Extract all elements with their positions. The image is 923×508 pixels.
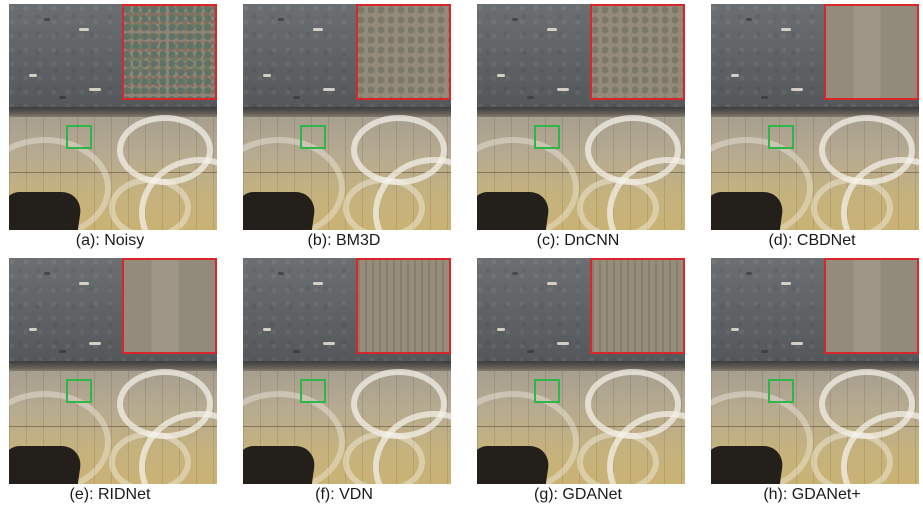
denoised-image — [477, 258, 685, 484]
wall-region — [243, 115, 451, 230]
zoom-inset — [122, 258, 217, 354]
panel-caption: (c): DnCNN — [536, 232, 620, 249]
wall-region — [243, 369, 451, 484]
denoised-image — [9, 258, 217, 484]
wall-region — [477, 369, 685, 484]
denoised-image — [711, 258, 919, 484]
wall-region — [477, 115, 685, 230]
denoised-image — [477, 4, 685, 230]
curb — [711, 361, 919, 371]
panel-caption: (g): GDANet — [533, 486, 622, 503]
panel-caption: (b): BM3D — [307, 232, 381, 249]
panel: (a): Noisy — [0, 0, 220, 250]
panel: (d): CBDNet — [702, 0, 922, 250]
zoom-inset — [356, 4, 451, 100]
panel: (f): VDN — [234, 254, 454, 504]
panel: (b): BM3D — [234, 0, 454, 250]
denoised-image — [243, 4, 451, 230]
roi-box — [534, 379, 560, 403]
curb — [9, 107, 217, 117]
curb — [9, 361, 217, 371]
roi-box — [300, 125, 326, 149]
panel-caption: (h): GDANet+ — [763, 486, 861, 503]
roi-box — [768, 125, 794, 149]
panel: (h): GDANet+ — [702, 254, 922, 504]
wall-region — [711, 115, 919, 230]
roi-box — [534, 125, 560, 149]
panel-caption: (f): VDN — [315, 486, 373, 503]
wall-region — [9, 369, 217, 484]
curb — [711, 107, 919, 117]
roi-box — [768, 379, 794, 403]
roi-box — [66, 125, 92, 149]
wall-region — [711, 369, 919, 484]
zoom-inset — [824, 4, 919, 100]
zoom-inset — [590, 258, 685, 354]
zoom-inset — [590, 4, 685, 100]
curb — [477, 361, 685, 371]
zoom-inset — [824, 258, 919, 354]
zoom-inset — [356, 258, 451, 354]
panel: (c): DnCNN — [468, 0, 688, 250]
roi-box — [66, 379, 92, 403]
curb — [477, 107, 685, 117]
panel: (g): GDANet — [468, 254, 688, 504]
panel: (e): RIDNet — [0, 254, 220, 504]
curb — [243, 107, 451, 117]
curb — [243, 361, 451, 371]
panel-caption: (d): CBDNet — [768, 232, 856, 249]
wall-region — [9, 115, 217, 230]
zoom-inset — [122, 4, 217, 100]
panel-caption: (e): RIDNet — [69, 486, 151, 503]
denoised-image — [711, 4, 919, 230]
panel-caption: (a): Noisy — [75, 232, 145, 249]
roi-box — [300, 379, 326, 403]
denoised-image — [9, 4, 217, 230]
denoised-image — [243, 258, 451, 484]
